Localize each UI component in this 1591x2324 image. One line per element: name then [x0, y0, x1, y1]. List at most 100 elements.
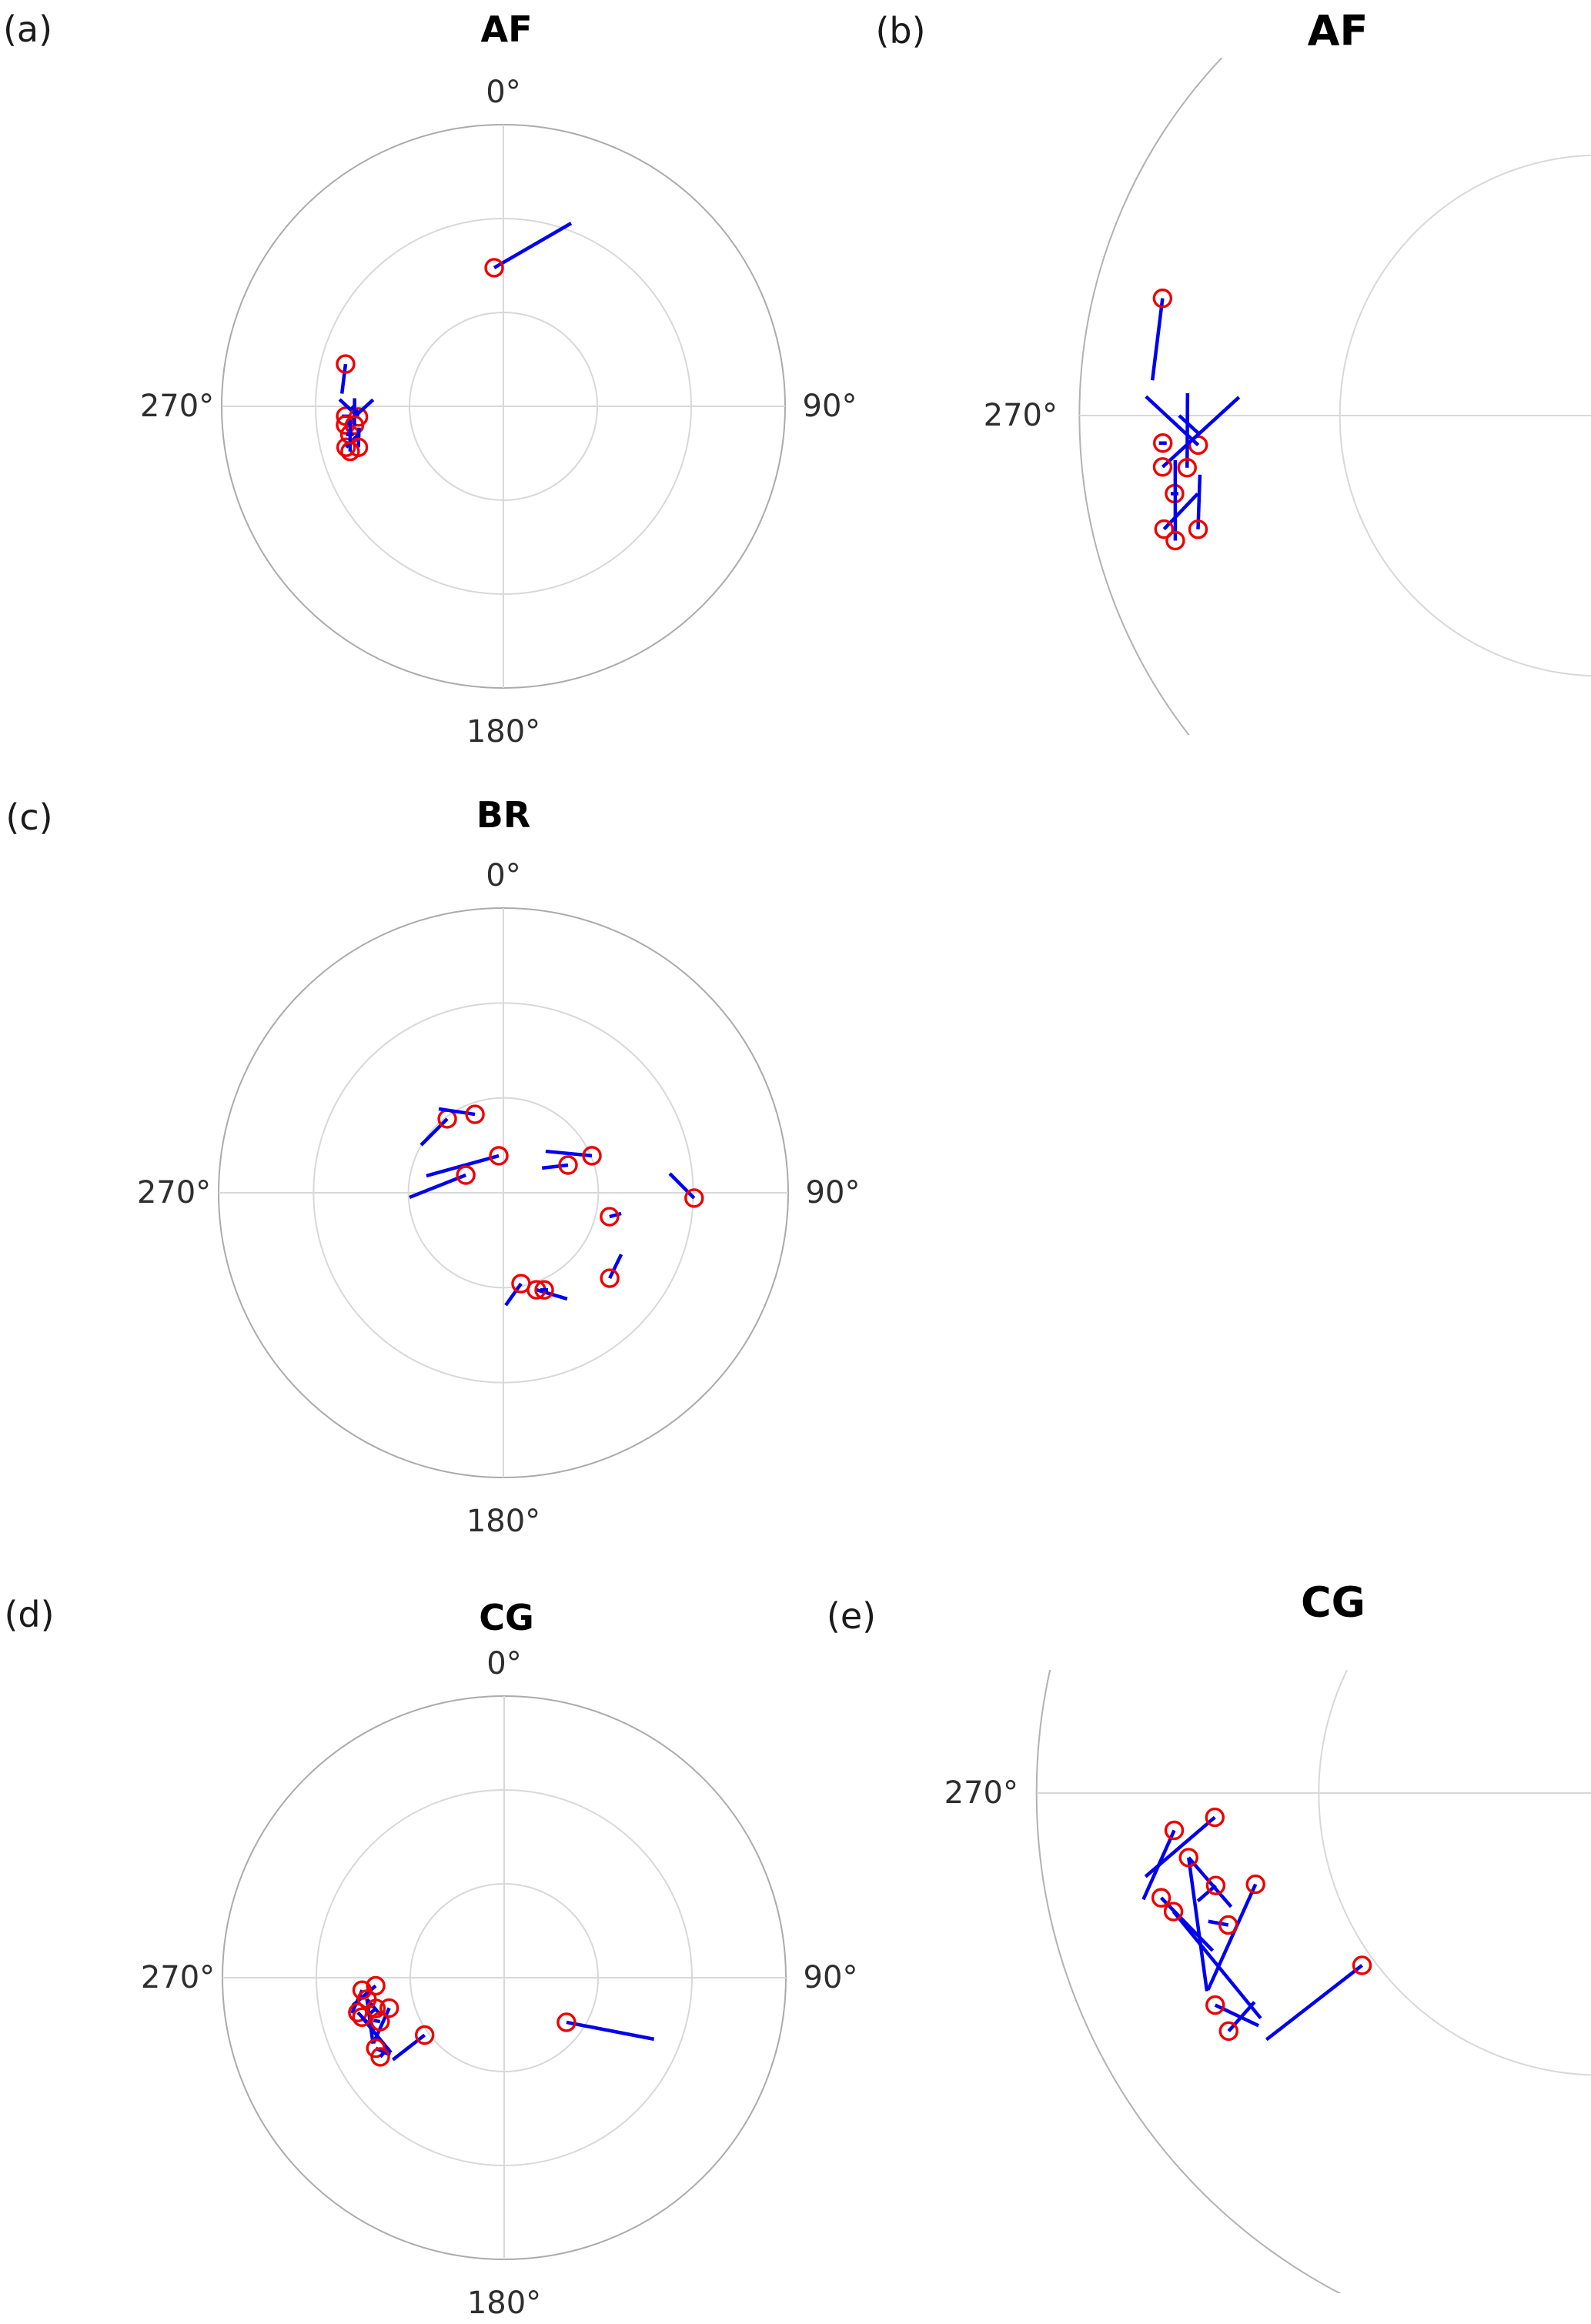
- data-point-marker: [600, 1207, 620, 1227]
- bearing-vector: [372, 2007, 391, 2044]
- data-point-marker: [1566, 23, 1583, 40]
- bearing-vector: [391, 2033, 426, 2062]
- bearing-vector: [608, 1254, 623, 1280]
- bearing-vector: [1187, 1857, 1209, 1992]
- data-point-marker: [456, 1165, 476, 1185]
- bearing-vector: [344, 398, 375, 426]
- axes-clip-group: [1035, 1670, 1591, 2293]
- data-point-marker: [1151, 1888, 1172, 1908]
- angle-tick-label: 90°: [806, 1175, 861, 1210]
- bearing-vector: [1206, 1883, 1258, 1991]
- bearing-vector: [1265, 1964, 1363, 2042]
- data-point-marker: [370, 2047, 390, 2067]
- angle-tick-label: 270°: [944, 1775, 1018, 1811]
- bearing-vector: [426, 1154, 500, 1178]
- bearing-vector: [1141, 1829, 1176, 1901]
- polar-plot-panel-b-zoom: 270°: [984, 0, 1591, 735]
- angle-tick-label: 0°: [486, 858, 520, 893]
- bearing-vector: [438, 1107, 476, 1117]
- panel-title-br: BR: [476, 794, 531, 836]
- data-point-marker: [344, 415, 365, 436]
- angle-tick-label: 270°: [984, 398, 1058, 433]
- data-point-marker: [1245, 1874, 1265, 1895]
- panel-letter-c: (c): [5, 796, 53, 838]
- bearing-vector: [339, 363, 348, 394]
- bearing-vector: [1161, 396, 1241, 469]
- data-point-marker: [600, 1268, 620, 1288]
- bearing-vector: [504, 1282, 523, 1307]
- data-point-marker: [1178, 1848, 1198, 1868]
- bearing-vector: [1159, 1896, 1215, 1952]
- data-point-marker: [1177, 458, 1197, 478]
- bearing-vector: [566, 2020, 655, 2042]
- data-point-marker: [484, 258, 504, 278]
- data-point-marker: [1163, 1902, 1184, 1922]
- bearing-vector: [1575, 0, 1591, 32]
- bearing-vector: [1172, 1910, 1262, 2020]
- data-point-marker: [1218, 1915, 1238, 1935]
- bearing-vector: [1145, 395, 1200, 447]
- data-point-marker: [1164, 1820, 1185, 1841]
- angle-tick-label: 270°: [137, 1175, 211, 1210]
- axes-clip-group: [1078, 0, 1591, 735]
- data-point-marker: [370, 2012, 390, 2032]
- data-point-marker: [379, 1998, 399, 2018]
- data-point-marker: [1153, 433, 1173, 453]
- data-point-marker: [557, 2012, 577, 2032]
- panel-title-af-zoom: AF: [1307, 6, 1369, 55]
- data-point-marker: [1154, 519, 1174, 539]
- data-point-marker: [558, 1155, 578, 1175]
- data-point-marker: [1188, 519, 1208, 539]
- bearing-vector: [493, 222, 573, 269]
- data-point-marker: [414, 2025, 435, 2045]
- bearing-vector: [419, 1117, 449, 1147]
- panel-title-af-full: AF: [480, 8, 533, 50]
- data-point-marker: [465, 1104, 485, 1124]
- data-point-marker: [1205, 1875, 1226, 1895]
- data-point-marker: [366, 1975, 386, 1996]
- panel-title-cg-full: CG: [479, 1597, 534, 1638]
- panel-letter-a: (a): [2, 8, 53, 50]
- bearing-vector: [1185, 392, 1190, 468]
- bearing-vector: [609, 1211, 622, 1219]
- angle-tick-label: 270°: [140, 389, 214, 424]
- data-point-marker: [489, 1146, 509, 1166]
- data-point-marker: [1205, 1807, 1225, 1828]
- data-point-marker: [582, 1146, 602, 1166]
- data-point-marker: [366, 1998, 386, 2018]
- data-point-marker: [348, 2002, 368, 2022]
- angle-tick-label: 270°: [141, 1960, 215, 1995]
- polar-grid-ring: [1035, 1670, 1342, 2293]
- angle-tick-label: 90°: [804, 1960, 858, 1995]
- panel-letter-e: (e): [826, 1595, 877, 1637]
- data-point-marker: [352, 2007, 372, 2027]
- data-point-marker: [336, 437, 356, 457]
- data-point-marker: [534, 1280, 554, 1300]
- polar-plot-panel-a: 0° 90° 180° 270°: [140, 75, 857, 750]
- panel-letter-b: (b): [875, 10, 926, 52]
- polar-plot-panel-e-zoom: 270°: [944, 1670, 1591, 2293]
- data-point-marker: [684, 1188, 704, 1208]
- bearing-vector: [1196, 1884, 1217, 1903]
- bearing-vector: [379, 2045, 390, 2059]
- bearing-vector: [1150, 298, 1165, 381]
- data-point-marker: [1152, 288, 1173, 309]
- polar-plot-panel-c: 0° 90° 180° 270°: [137, 858, 861, 1539]
- bearing-vector: [369, 2007, 377, 2015]
- polar-plot-panel-d: 0° 90° 180° 270°: [141, 1646, 858, 2321]
- data-point-marker: [1205, 1995, 1225, 2015]
- data-point-marker: [1218, 2021, 1238, 2042]
- bearing-vector: [541, 1163, 569, 1170]
- angle-tick-label: 0°: [486, 75, 520, 110]
- vector-segment: [1187, 1856, 1233, 1908]
- bearing-vector: [1227, 2001, 1256, 2032]
- bearing-vector: [1208, 1919, 1229, 1927]
- bearing-vector: [668, 1172, 696, 1200]
- panel-letter-d: (d): [4, 1594, 55, 1635]
- bearing-vector: [409, 1173, 466, 1200]
- angle-tick-label: 180°: [466, 1504, 540, 1539]
- bearing-vector: [373, 2018, 381, 2024]
- panel-title-cg-zoom: CG: [1301, 1578, 1365, 1627]
- data-point-marker: [1352, 1955, 1372, 1975]
